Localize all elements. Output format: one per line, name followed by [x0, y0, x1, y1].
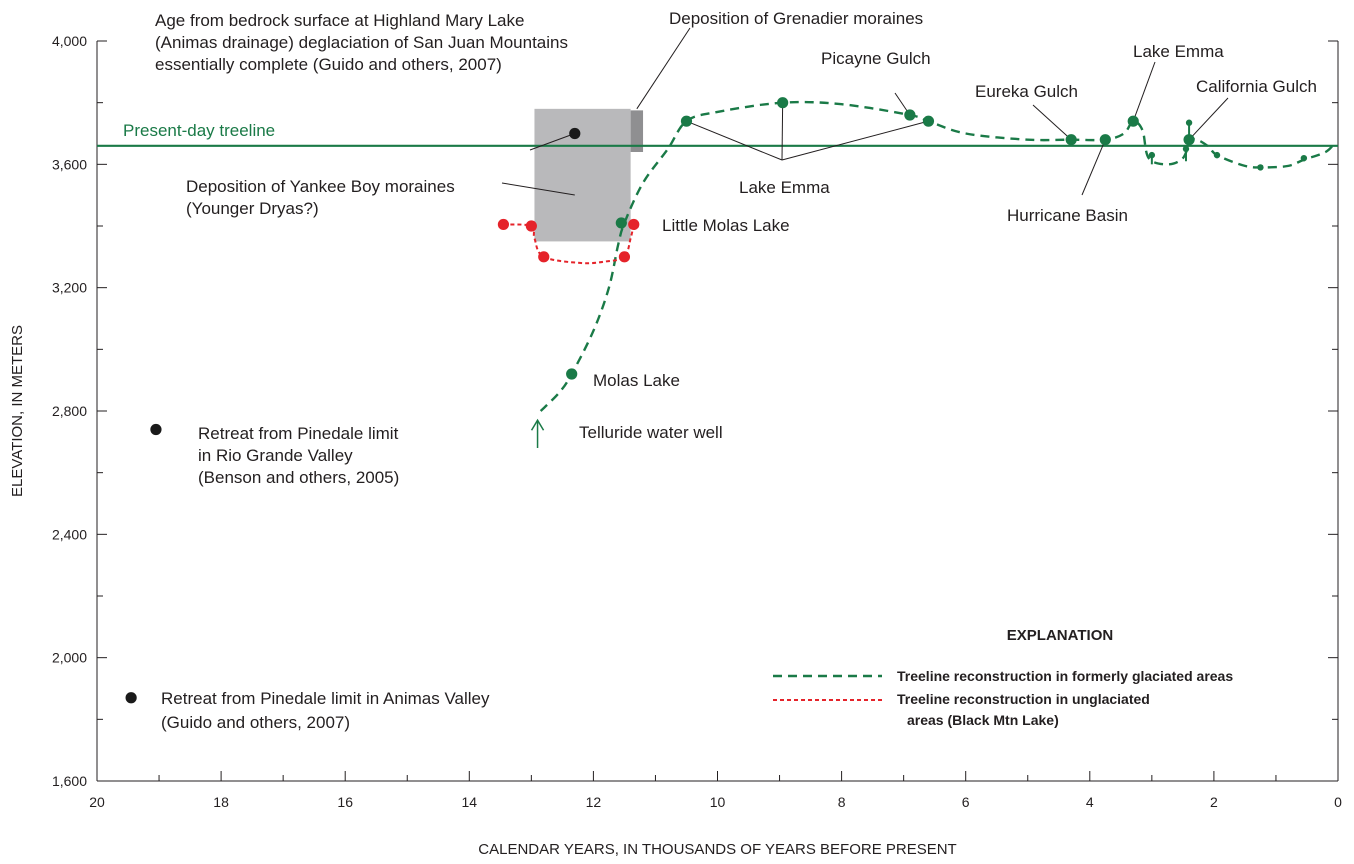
x-tick-label: 10 — [710, 794, 726, 810]
legend-label-glaciated: Treeline reconstruction in formerly glac… — [897, 668, 1233, 684]
age-point-marker — [150, 423, 162, 436]
hurricane-leader — [1081, 139, 1106, 196]
unglaciated-site-marker — [618, 251, 631, 263]
california-gulch-label: California Gulch — [1196, 77, 1317, 96]
glaciated-site-marker — [904, 109, 916, 121]
eureka-leader — [1032, 104, 1072, 141]
yankee-boy-leader — [501, 182, 575, 196]
annotation-layer: Present-day treeline Age from bedrock sur… — [123, 9, 1317, 732]
animas-note-line: (Guido and others, 2007) — [161, 713, 350, 732]
leader-lines — [501, 27, 1229, 196]
y-tick-label: 1,600 — [52, 773, 87, 789]
marker-layer — [125, 97, 1308, 704]
telluride-label: Telluride water well — [579, 423, 723, 442]
legend-label-unglaciated: areas (Black Mtn Lake) — [907, 712, 1059, 728]
glaciated-site-marker — [1099, 134, 1111, 146]
glaciated-site-marker — [1127, 115, 1139, 127]
telluride-arrow-head — [530, 418, 545, 431]
small-site-marker — [1300, 154, 1308, 162]
grenadier-note: Deposition of Grenadier moraines — [669, 9, 923, 28]
grenadier-leader — [636, 27, 691, 110]
present-treeline-label: Present-day treeline — [123, 121, 275, 140]
legend: EXPLANATION Treeline reconstruction in fo… — [773, 627, 1233, 728]
california-leader — [1188, 97, 1229, 141]
x-tick-label: 8 — [838, 794, 846, 810]
age-point-marker — [125, 692, 137, 704]
glaciated-site-marker — [615, 217, 627, 229]
legend-label-unglaciated: Treeline reconstruction in unglaciated — [897, 691, 1150, 707]
lake-emma-label: Lake Emma — [1133, 42, 1224, 61]
unglaciated-site-marker — [497, 218, 510, 231]
lake-emma-leader — [686, 120, 783, 161]
x-axis-title: CALENDAR YEARS, IN THOUSANDS OF YEARS BE… — [478, 841, 956, 858]
age-point-marker — [569, 127, 581, 140]
rio-grande-note-line: (Benson and others, 2005) — [198, 468, 399, 487]
y-tick-label: 3,600 — [52, 156, 87, 172]
x-tick-label: 2 — [1210, 794, 1218, 810]
x-tick-label: 20 — [89, 794, 105, 810]
glaciated-site-marker — [922, 115, 935, 127]
eureka-gulch-label: Eureka Gulch — [975, 82, 1078, 101]
x-tick-label: 16 — [337, 794, 353, 810]
highland-mary-note-line: essentially complete (Guido and others, … — [155, 55, 502, 74]
lake-emma-right-leader — [1132, 61, 1156, 122]
highland-mary-leader — [529, 133, 575, 151]
y-tick-label: 2,400 — [52, 526, 87, 542]
glaciated-site-marker — [777, 97, 789, 109]
x-tick-label: 6 — [962, 794, 970, 810]
x-tick-label: 12 — [586, 794, 602, 810]
x-tick-label: 18 — [213, 794, 229, 810]
animas-note-line: Retreat from Pinedale limit in Animas Va… — [161, 689, 490, 708]
small-site-marker — [1213, 151, 1221, 159]
small-site-marker — [1148, 151, 1156, 159]
molas-lake-label: Molas Lake — [593, 371, 680, 390]
y-axis-title: ELEVATION, IN METERS — [9, 325, 26, 497]
hurricane-basin-label: Hurricane Basin — [1007, 206, 1128, 225]
rio-grande-note-line: Retreat from Pinedale limit — [198, 424, 399, 443]
moraine-boxes — [534, 108, 644, 242]
unglaciated-site-marker — [525, 220, 537, 232]
glaciated-site-marker — [680, 115, 693, 127]
small-site-marker — [1185, 119, 1193, 126]
small-site-marker — [1182, 145, 1190, 153]
lake-emma-leader — [781, 102, 784, 161]
highland-mary-note-line: Age from bedrock surface at Highland Mar… — [155, 11, 524, 30]
glaciated-site-marker — [1065, 134, 1077, 146]
yankee-boy-note-line: (Younger Dryas?) — [186, 199, 319, 218]
yankee-boy-note-line: Deposition of Yankee Boy moraines — [186, 177, 455, 196]
unglaciated-site-marker — [628, 218, 640, 231]
y-tick-label: 2,000 — [52, 650, 87, 666]
grenadier-box — [630, 110, 644, 152]
lake-emma-label: Lake Emma — [739, 178, 830, 197]
glaciated-site-marker — [566, 368, 578, 380]
yankee-boy-box — [534, 108, 631, 242]
little-molas-lake-label: Little Molas Lake — [662, 216, 790, 235]
legend-title: EXPLANATION — [1007, 627, 1113, 644]
picayne-gulch-label: Picayne Gulch — [821, 49, 931, 68]
x-tick-label: 14 — [462, 794, 478, 810]
x-tick-label: 0 — [1334, 794, 1342, 810]
lake-emma-leader — [781, 120, 929, 161]
glaciated-treeline-curve — [539, 100, 1336, 412]
rio-grande-note-line: in Rio Grande Valley — [198, 446, 353, 465]
y-tick-label: 4,000 — [52, 33, 87, 49]
highland-mary-note-line: (Animas drainage) deglaciation of San Ju… — [155, 33, 568, 52]
unglaciated-site-marker — [538, 251, 550, 263]
y-tick-label: 2,800 — [52, 403, 87, 419]
small-site-marker — [1257, 164, 1264, 171]
x-tick-label: 4 — [1086, 794, 1094, 810]
y-tick-label: 3,200 — [52, 280, 87, 296]
